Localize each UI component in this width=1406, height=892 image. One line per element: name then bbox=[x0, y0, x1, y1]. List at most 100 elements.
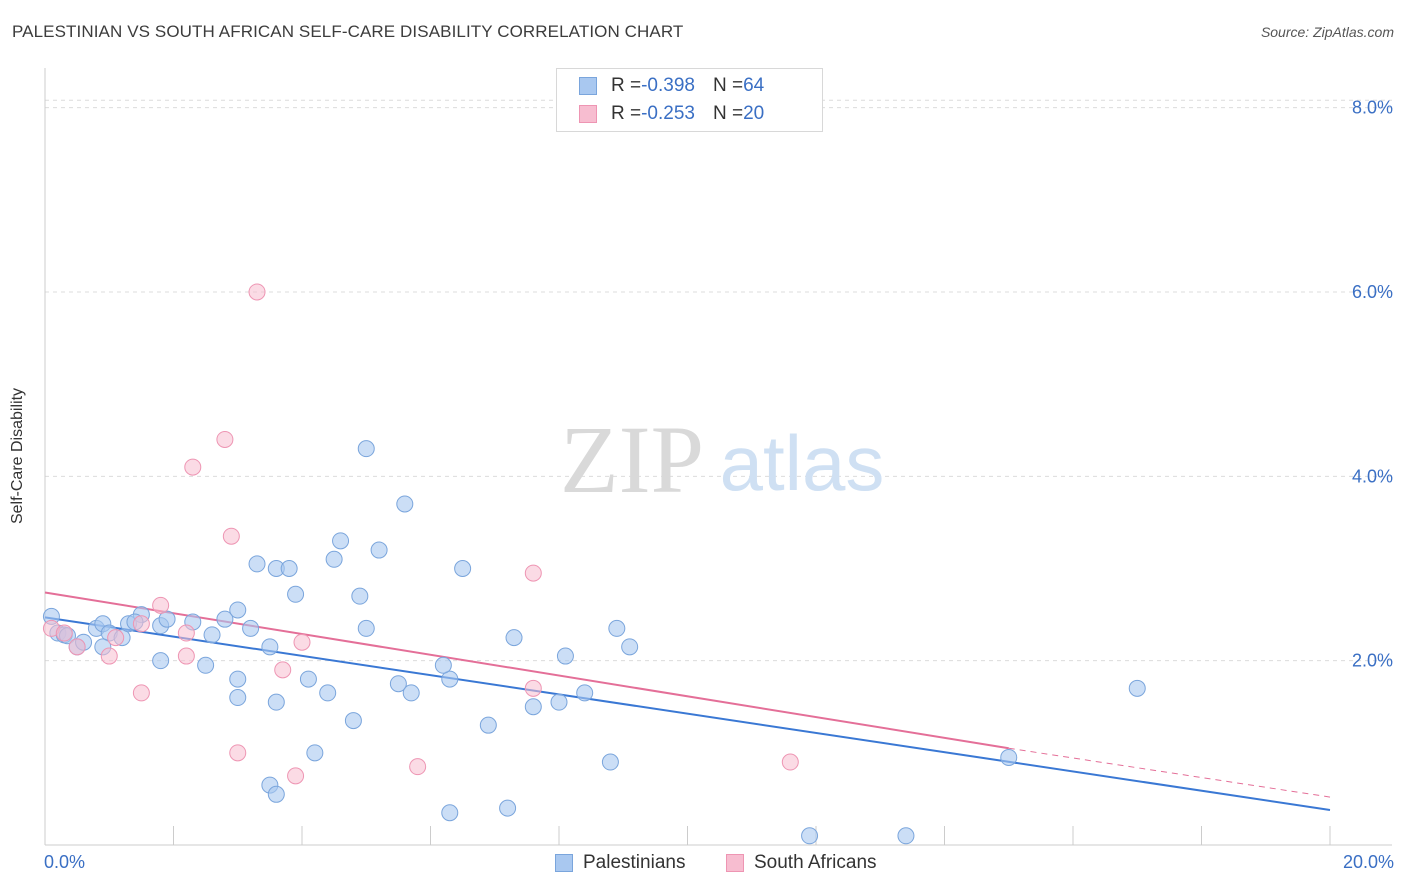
south-africans-swatch bbox=[579, 105, 597, 123]
palestinians-point bbox=[370, 541, 388, 559]
palestinians-point bbox=[351, 587, 369, 605]
palestinians-point bbox=[454, 559, 472, 577]
legend-row-palestinians: R = -0.398 N = 64 bbox=[579, 73, 764, 99]
trend-lines bbox=[44, 591, 1331, 811]
palestinians-point bbox=[261, 638, 279, 656]
palestinians-point bbox=[505, 629, 523, 647]
palestinians-point bbox=[229, 601, 247, 619]
palestinians-point bbox=[229, 689, 247, 707]
south-africans-point bbox=[100, 647, 118, 665]
palestinians-point bbox=[556, 647, 574, 665]
south-africans-point bbox=[216, 430, 234, 448]
south-africans-point bbox=[184, 458, 202, 476]
grid-lines bbox=[45, 99, 1392, 662]
palestinians-point bbox=[197, 656, 215, 674]
south-africans-points bbox=[42, 283, 799, 785]
south-africans-point bbox=[274, 661, 292, 679]
x-tick-label-min: 0.0% bbox=[44, 852, 86, 872]
palestinians-point bbox=[621, 638, 639, 656]
legend-item-palestinians[interactable]: Palestinians bbox=[555, 852, 685, 874]
chart-title: PALESTINIAN VS SOUTH AFRICAN SELF-CARE D… bbox=[12, 22, 684, 41]
south-africans-r-value: -0.253 bbox=[641, 103, 695, 124]
palestinians-point bbox=[441, 804, 459, 822]
palestinians-point bbox=[319, 684, 337, 702]
palestinians-legend-label: Palestinians bbox=[583, 852, 686, 873]
south-africans-n-value: 20 bbox=[743, 103, 765, 124]
palestinians-point bbox=[248, 555, 266, 573]
palestinians-point bbox=[524, 698, 542, 716]
palestinians-point bbox=[242, 619, 260, 637]
south-africans-legend-label: South Africans bbox=[754, 852, 877, 873]
palestinians-point bbox=[216, 610, 234, 628]
palestinians-point bbox=[280, 559, 298, 577]
palestinians-point bbox=[608, 619, 626, 637]
palestinians-legend-swatch bbox=[555, 854, 573, 872]
palestinians-point bbox=[344, 712, 362, 730]
south-africans-point bbox=[524, 679, 542, 697]
south-africans-point bbox=[107, 629, 125, 647]
y-tick-label: 4.0% bbox=[1352, 466, 1393, 486]
legend-row-south-africans: R = -0.253 N = 20 bbox=[579, 101, 764, 127]
palestinians-point bbox=[576, 684, 594, 702]
south-africans-legend-swatch bbox=[726, 854, 744, 872]
series-legend: Palestinians South Africans bbox=[0, 852, 1406, 876]
x-tick-label-max: 20.0% bbox=[1342, 852, 1394, 872]
south-africans-point bbox=[524, 564, 542, 582]
y-tick-labels: 2.0% 4.0% 6.0% 8.0% bbox=[1352, 98, 1393, 671]
south-africans-point bbox=[177, 647, 195, 665]
south-africans-point bbox=[229, 744, 247, 762]
south-africans-point bbox=[132, 684, 150, 702]
palestinians-point bbox=[306, 744, 324, 762]
palestinians-swatch bbox=[579, 77, 597, 95]
south-africans-point bbox=[177, 624, 195, 642]
correlation-legend: R = -0.398 N = 64 R = -0.253 N = 20 bbox=[556, 68, 823, 132]
south-africans-point bbox=[409, 758, 427, 776]
palestinians-point bbox=[267, 785, 285, 803]
palestinians-point bbox=[357, 619, 375, 637]
palestinians-point bbox=[434, 656, 452, 674]
palestinians-point bbox=[396, 495, 414, 513]
palestinians-point bbox=[158, 610, 176, 628]
palestinians-point bbox=[203, 626, 221, 644]
palestinians-point bbox=[402, 684, 420, 702]
south-africans-point bbox=[293, 633, 311, 651]
south-africans-trend-line bbox=[44, 591, 1009, 750]
palestinians-point bbox=[897, 827, 915, 845]
palestinians-point bbox=[499, 799, 517, 817]
legend-item-south-africans[interactable]: South Africans bbox=[726, 852, 877, 874]
y-tick-label: 8.0% bbox=[1352, 98, 1393, 118]
source-label: Source: ZipAtlas.com bbox=[1260, 24, 1394, 40]
palestinians-point bbox=[801, 827, 819, 845]
palestinians-point bbox=[479, 716, 497, 734]
palestinians-points bbox=[42, 440, 1146, 845]
y-tick-label: 2.0% bbox=[1352, 651, 1393, 671]
palestinians-point bbox=[299, 670, 317, 688]
palestinians-point bbox=[357, 440, 375, 458]
watermark-atlas: atlas bbox=[720, 419, 885, 507]
palestinians-r-value: -0.398 bbox=[641, 75, 695, 96]
palestinians-point bbox=[550, 693, 568, 711]
y-tick-label: 6.0% bbox=[1352, 282, 1393, 302]
watermark: ZIP atlas bbox=[560, 406, 884, 513]
south-africans-trend-extension bbox=[1008, 747, 1331, 798]
palestinians-point bbox=[1128, 679, 1146, 697]
palestinians-point bbox=[267, 693, 285, 711]
palestinians-point bbox=[601, 753, 619, 771]
south-africans-point bbox=[55, 624, 73, 642]
south-africans-n-label: N = bbox=[712, 103, 744, 124]
palestinians-r-label: R = bbox=[611, 75, 642, 96]
palestinians-point bbox=[441, 670, 459, 688]
south-africans-r-label: R = bbox=[611, 103, 642, 124]
south-africans-point bbox=[248, 283, 266, 301]
palestinians-n-value: 64 bbox=[743, 75, 765, 96]
south-africans-point bbox=[132, 615, 150, 633]
south-africans-point bbox=[222, 527, 240, 545]
y-axis-label: Self-Care Disability bbox=[9, 387, 26, 525]
palestinians-point bbox=[287, 585, 305, 603]
palestinians-point bbox=[332, 532, 350, 550]
palestinians-point bbox=[152, 652, 170, 670]
palestinians-trend-line bbox=[44, 616, 1331, 811]
south-africans-point bbox=[287, 767, 305, 785]
axes bbox=[44, 68, 1392, 846]
